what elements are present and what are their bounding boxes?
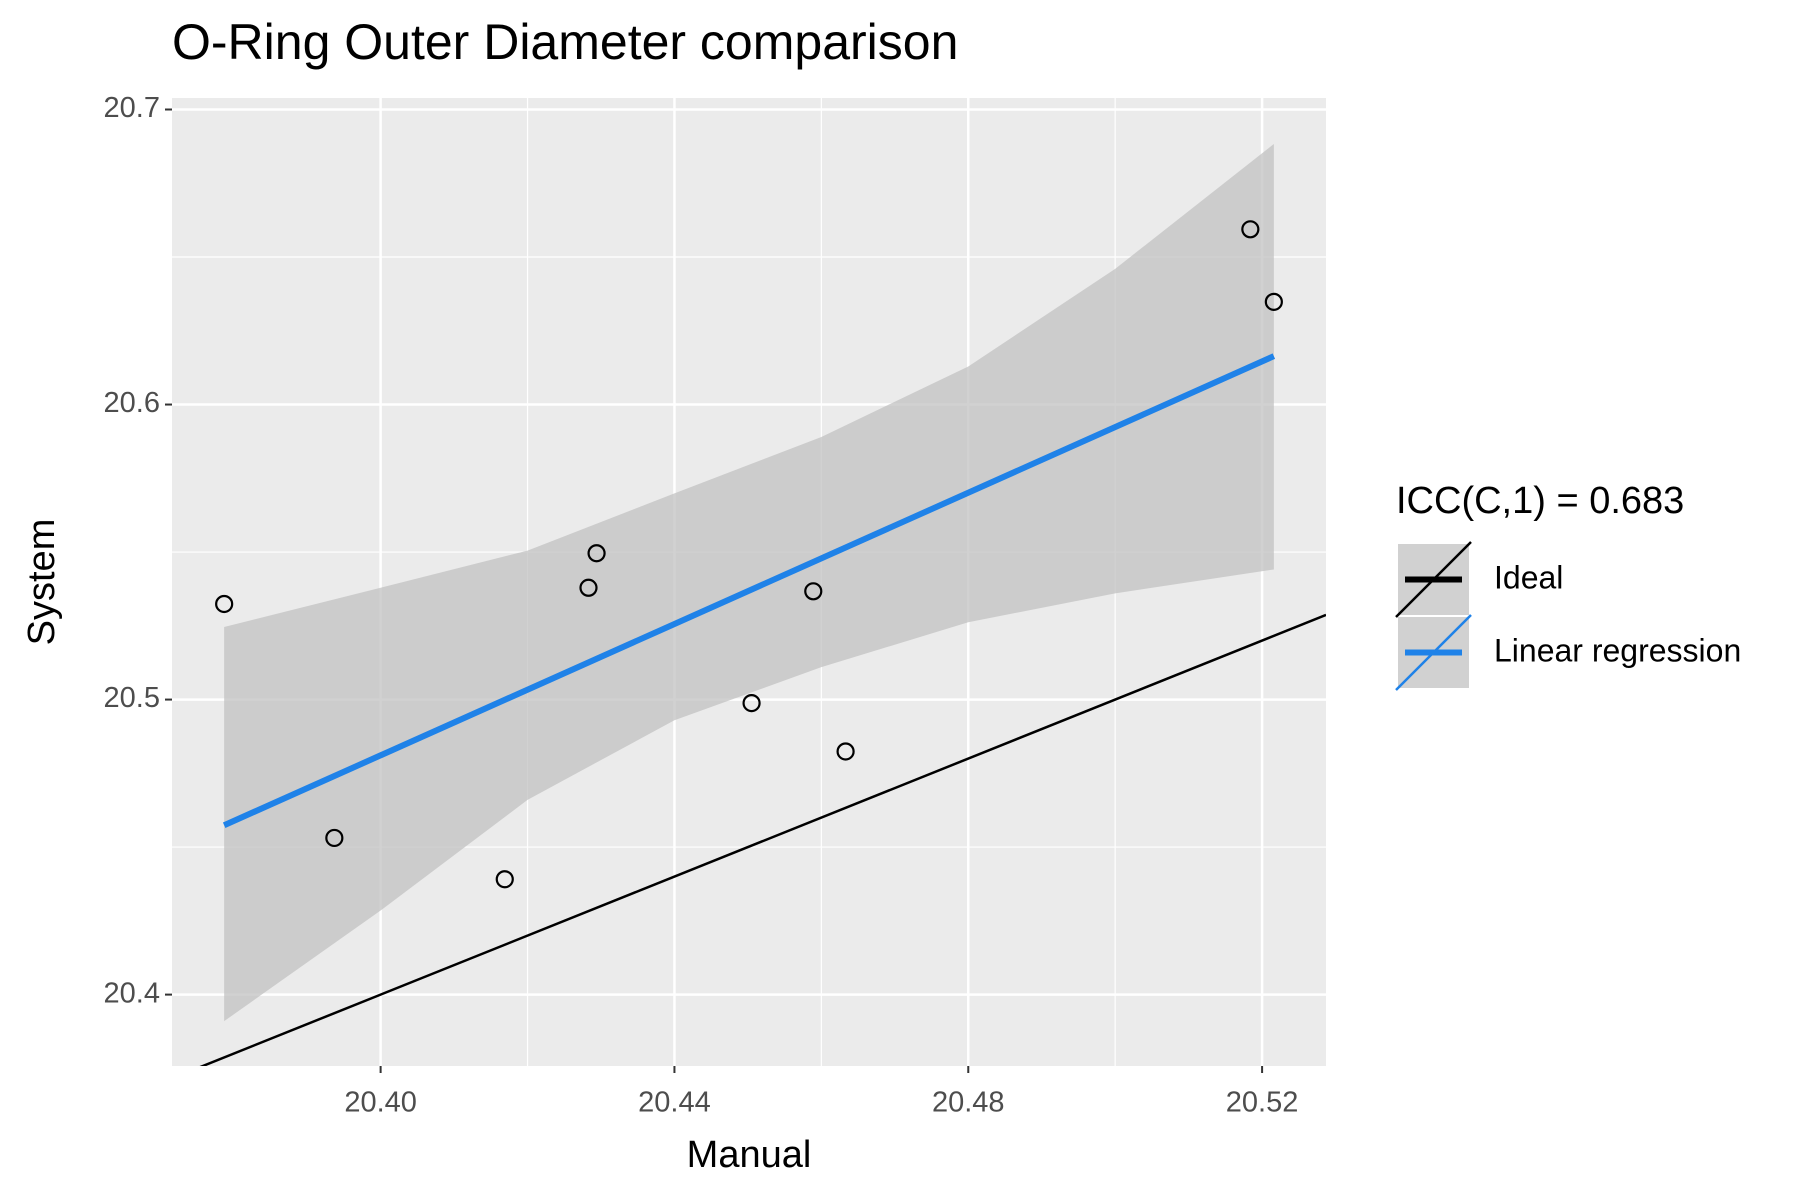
data-point	[215, 594, 234, 614]
x-tick-label: 20.52	[1226, 1087, 1299, 1119]
ideal-line	[199, 613, 1326, 1066]
confidence-band	[224, 144, 1274, 1022]
chart-title: O-Ring Outer Diameter comparison	[172, 14, 958, 70]
x-tick-label: 20.44	[638, 1087, 711, 1119]
y-tick-label: 20.6	[104, 387, 160, 419]
y-tick-label: 20.7	[104, 92, 160, 124]
x-axis-title: Manual	[687, 1134, 812, 1176]
data-point	[742, 694, 761, 713]
y-tick-label: 20.4	[104, 977, 160, 1009]
legend-label: Ideal	[1494, 559, 1563, 595]
legend-label: Linear regression	[1494, 632, 1741, 668]
data-point	[587, 544, 606, 563]
data-point	[495, 870, 514, 889]
x-tick-label: 20.40	[344, 1087, 417, 1119]
data-point	[325, 828, 344, 848]
data-point	[579, 578, 598, 597]
y-axis-title: System	[21, 519, 63, 646]
legend-title: ICC(C,1) = 0.683	[1396, 480, 1684, 522]
data-point	[836, 742, 855, 761]
x-tick-label: 20.48	[932, 1087, 1005, 1119]
data-point	[1264, 292, 1283, 311]
data-point	[1241, 220, 1260, 239]
plot-panel	[172, 98, 1326, 1066]
data-point	[804, 582, 823, 601]
y-tick-label: 20.5	[104, 682, 160, 714]
regression-line	[222, 353, 1276, 828]
